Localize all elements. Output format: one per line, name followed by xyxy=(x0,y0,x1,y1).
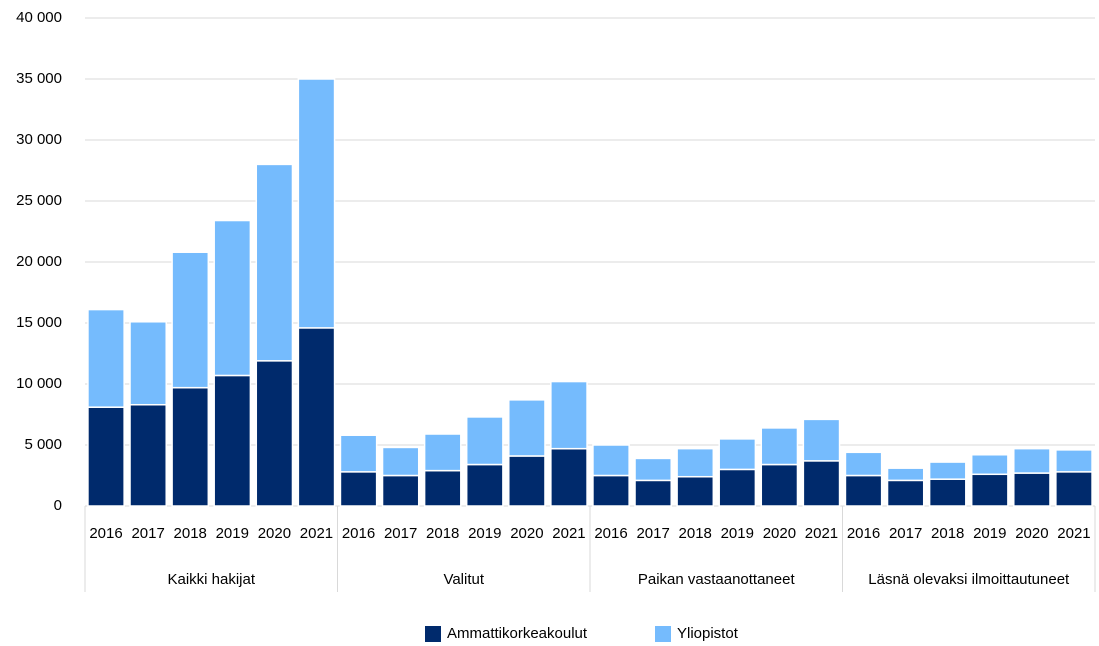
legend-label: Ammattikorkeakoulut xyxy=(447,625,588,642)
x-tick-label: 2018 xyxy=(174,525,207,542)
x-tick-label: 2021 xyxy=(552,525,585,542)
bar-segment xyxy=(465,463,504,507)
bar-segment xyxy=(423,469,462,507)
bar-segment xyxy=(171,251,210,389)
bar-segment xyxy=(381,446,420,477)
bar-segment xyxy=(297,78,336,329)
x-tick-label: 2019 xyxy=(973,525,1006,542)
bar-segment xyxy=(886,467,925,482)
legend-swatch xyxy=(655,626,671,642)
bar-segment xyxy=(970,454,1009,476)
bar-segment xyxy=(1013,472,1051,507)
bar-segment xyxy=(676,447,715,478)
x-tick-label: 2018 xyxy=(426,525,459,542)
bar-segment xyxy=(592,444,630,477)
x-tick-label: 2016 xyxy=(847,525,880,542)
x-tick-label: 2020 xyxy=(258,525,291,542)
bar-segment xyxy=(129,321,167,406)
y-tick-label: 10 000 xyxy=(16,375,62,392)
y-tick-label: 0 xyxy=(54,497,62,514)
x-tick-label: 2017 xyxy=(889,525,922,542)
bar-segment xyxy=(213,219,252,377)
bar-segment xyxy=(634,457,672,482)
x-tick-label: 2019 xyxy=(721,525,754,542)
bar-segment xyxy=(255,360,294,507)
x-tick-label: 2017 xyxy=(131,525,164,542)
x-tick-label: 2018 xyxy=(931,525,964,542)
x-tick-label: 2016 xyxy=(594,525,627,542)
bar-segment xyxy=(550,447,588,507)
bar-segment xyxy=(465,416,504,466)
bar-segment xyxy=(171,386,210,507)
y-tick-label: 5 000 xyxy=(24,436,62,453)
x-tick-label: 2020 xyxy=(1015,525,1048,542)
bar-segment xyxy=(592,474,630,507)
x-tick-label: 2021 xyxy=(805,525,838,542)
group-label: Valitut xyxy=(443,571,484,588)
y-tick-label: 40 000 xyxy=(16,9,62,26)
x-tick-label: 2018 xyxy=(679,525,712,542)
bar-segment xyxy=(970,473,1009,507)
group-label: Paikan vastaanottaneet xyxy=(638,571,796,588)
bar-segment xyxy=(718,468,757,507)
bar-segment xyxy=(718,438,757,471)
bar-segment xyxy=(802,460,841,507)
bar-segment xyxy=(634,479,672,507)
bar-segment xyxy=(1055,471,1093,507)
bar-segment xyxy=(381,474,420,507)
bar-segment xyxy=(339,471,378,507)
x-tick-label: 2016 xyxy=(342,525,375,542)
x-tick-label: 2017 xyxy=(384,525,417,542)
x-tick-label: 2020 xyxy=(510,525,543,542)
x-tick-label: 2019 xyxy=(216,525,249,542)
bar-segment xyxy=(213,374,252,507)
group-label: Läsnä olevaksi ilmoittautuneet xyxy=(868,571,1070,588)
bar-segment xyxy=(508,399,546,457)
x-tick-label: 2021 xyxy=(300,525,333,542)
bar-segment xyxy=(844,474,883,507)
bar-segment xyxy=(508,455,546,507)
legend-swatch xyxy=(425,626,441,642)
bar-segment xyxy=(87,406,125,507)
x-tick-label: 2019 xyxy=(468,525,501,542)
bar-segment xyxy=(886,479,925,507)
bar-segment xyxy=(129,403,167,507)
y-tick-label: 30 000 xyxy=(16,131,62,148)
bar-segment xyxy=(1055,449,1093,473)
bar-segment xyxy=(550,380,588,450)
bar-segment xyxy=(928,478,967,507)
bar-segment xyxy=(1013,447,1051,474)
bar-segment xyxy=(676,475,715,507)
x-tick-label: 2016 xyxy=(89,525,122,542)
bar-segment xyxy=(844,451,883,477)
y-tick-label: 15 000 xyxy=(16,314,62,331)
y-tick-label: 20 000 xyxy=(16,253,62,270)
bar-segment xyxy=(255,163,294,362)
bar-segment xyxy=(339,434,378,473)
x-tick-label: 2020 xyxy=(763,525,796,542)
y-tick-label: 35 000 xyxy=(16,70,62,87)
x-tick-label: 2021 xyxy=(1057,525,1090,542)
bar-segment xyxy=(802,418,841,462)
x-tick-label: 2017 xyxy=(636,525,669,542)
bar-segment xyxy=(87,308,125,408)
y-tick-label: 25 000 xyxy=(16,192,62,209)
bar-segment xyxy=(423,433,462,472)
bar-segment xyxy=(928,461,967,480)
bar-segment xyxy=(760,463,799,507)
bar-segment xyxy=(760,427,799,466)
group-label: Kaikki hakijat xyxy=(167,571,255,588)
legend-label: Yliopistot xyxy=(677,625,739,642)
bar-segment xyxy=(297,327,336,507)
